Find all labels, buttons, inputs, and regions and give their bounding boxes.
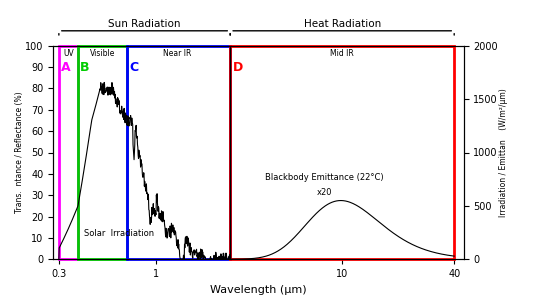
Text: Sun Radiation: Sun Radiation bbox=[108, 19, 181, 29]
Text: C: C bbox=[130, 61, 139, 74]
Text: Heat Radiation: Heat Radiation bbox=[304, 19, 381, 29]
Y-axis label: Trans.  ntance / Reflectance (%): Trans. ntance / Reflectance (%) bbox=[15, 92, 24, 213]
Text: Solar  Irradiation: Solar Irradiation bbox=[84, 229, 154, 238]
Text: Mid IR: Mid IR bbox=[330, 49, 354, 59]
Text: Visible: Visible bbox=[90, 49, 115, 59]
Text: Blackbody Emittance (22°C): Blackbody Emittance (22°C) bbox=[265, 173, 383, 182]
Text: A: A bbox=[60, 61, 70, 74]
Bar bbox=[59, 46, 78, 259]
Bar bbox=[78, 46, 127, 259]
Text: UV: UV bbox=[63, 49, 75, 59]
Text: D: D bbox=[233, 61, 244, 74]
X-axis label: Wavelength (μm): Wavelength (μm) bbox=[210, 285, 307, 295]
Text: x20: x20 bbox=[317, 188, 332, 197]
Y-axis label: Irradiation / Emittan    (W/m²/μm): Irradiation / Emittan (W/m²/μm) bbox=[499, 88, 508, 217]
Text: B: B bbox=[80, 61, 90, 74]
Bar bbox=[230, 46, 454, 259]
Bar bbox=[127, 46, 230, 259]
Text: Near IR: Near IR bbox=[163, 49, 191, 59]
